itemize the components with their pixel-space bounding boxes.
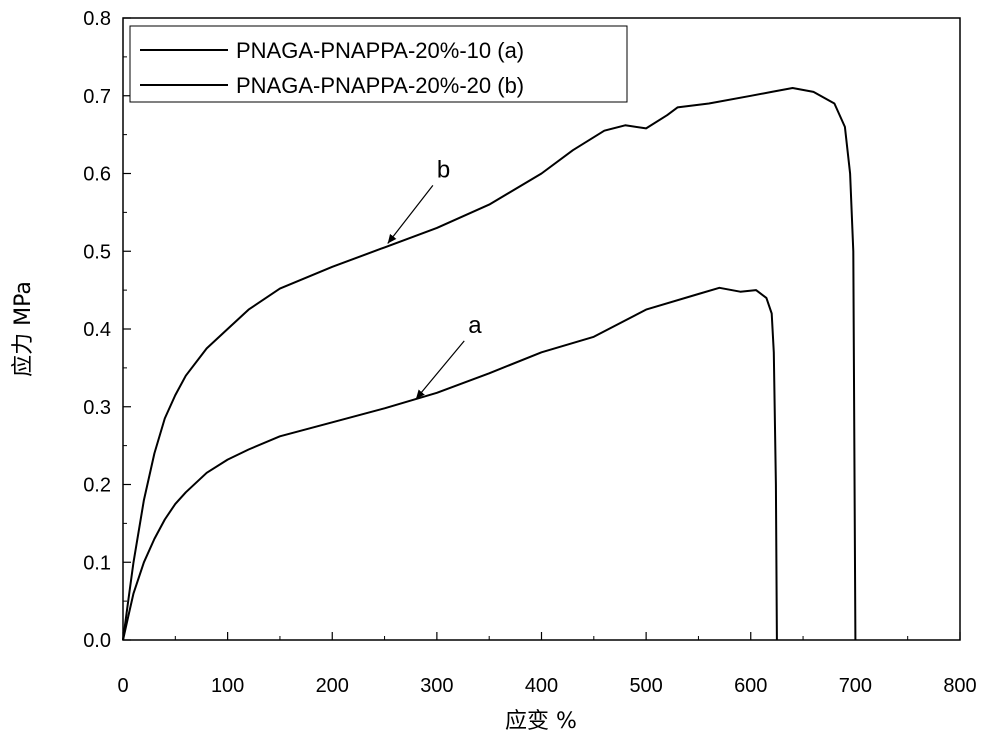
y-tick-label: 0.3	[83, 397, 111, 419]
series-line-a	[122, 286, 778, 641]
x-tick-label: 600	[734, 675, 767, 697]
legend-label-a: PNAGA-PNAPPA-20%-10 (a)	[236, 38, 524, 63]
annotation-label-b: b	[437, 156, 450, 183]
y-tick-label: 0.2	[83, 475, 111, 497]
x-axis-title: 应变 %	[505, 709, 577, 734]
x-tick-label: 700	[839, 675, 872, 697]
y-axis-ticks: 0.0 0.1 0.2 0.3 0.4 0.5 0.6 0.7 0.8	[83, 8, 131, 652]
legend-label-b: PNAGA-PNAPPA-20%-20 (b)	[236, 73, 524, 98]
y-tick-label: 0.4	[83, 319, 111, 341]
x-tick-label: 800	[943, 675, 976, 697]
x-tick-label: 300	[420, 675, 453, 697]
series-line-b	[122, 87, 857, 641]
x-tick-label: 0	[117, 675, 128, 697]
plot-frame	[122, 17, 961, 641]
y-tick-label: 0.7	[83, 86, 111, 108]
series-layer	[122, 87, 857, 641]
y-tick-label: 0.1	[83, 552, 111, 574]
x-tick-label: 100	[211, 675, 244, 697]
annotations-layer: ab	[387, 156, 482, 400]
annotation-arrow-b	[387, 185, 434, 244]
x-axis-ticks: 0 100 200 300 400 500 600 700 800	[117, 632, 977, 697]
legend-box	[129, 25, 628, 103]
y-tick-label: 0.5	[83, 241, 111, 263]
y-tick-label: 0.0	[83, 630, 111, 652]
x-tick-label: 400	[525, 675, 558, 697]
y-tick-label: 0.8	[83, 8, 111, 30]
x-tick-label: 500	[629, 675, 662, 697]
y-tick-label: 0.6	[83, 164, 111, 186]
annotation-arrow-a	[415, 340, 465, 400]
legend: PNAGA-PNAPPA-20%-10 (a) PNAGA-PNAPPA-20%…	[129, 25, 628, 103]
annotation-label-a: a	[468, 312, 482, 339]
x-tick-label: 200	[316, 675, 349, 697]
y-axis-title: 应力 MPa	[11, 281, 36, 377]
